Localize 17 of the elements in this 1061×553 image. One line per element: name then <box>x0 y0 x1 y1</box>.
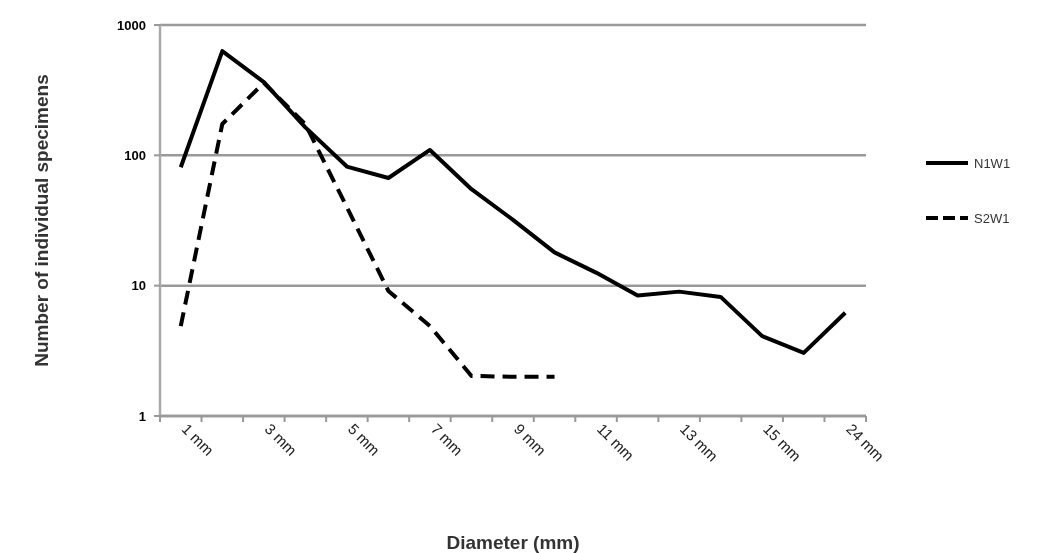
x-tick-label: 1 mm <box>178 420 218 459</box>
x-tick-label: 5 mm <box>344 420 384 459</box>
x-tick-label: 15 mm <box>760 420 805 465</box>
y-tick-label: 1000 <box>117 17 146 33</box>
y-tick-label: 10 <box>131 278 146 294</box>
y-tick-label: 1 <box>138 408 146 424</box>
x-tick-label: 7 mm <box>427 420 467 459</box>
x-tick-label: 9 mm <box>510 420 550 459</box>
y-axis-title: Number of individual specimens <box>31 74 52 367</box>
x-axis-title: Diameter (mm) <box>446 532 580 553</box>
x-tick-label: 3 mm <box>261 420 301 459</box>
legend-label: N1W1 <box>974 155 1011 171</box>
y-tick-label: 100 <box>124 147 146 163</box>
x-tick-label: 24 mm <box>843 420 888 465</box>
legend-label: S2W1 <box>974 210 1010 226</box>
x-tick-label: 11 mm <box>593 420 638 464</box>
x-tick-label: 13 mm <box>677 420 722 465</box>
